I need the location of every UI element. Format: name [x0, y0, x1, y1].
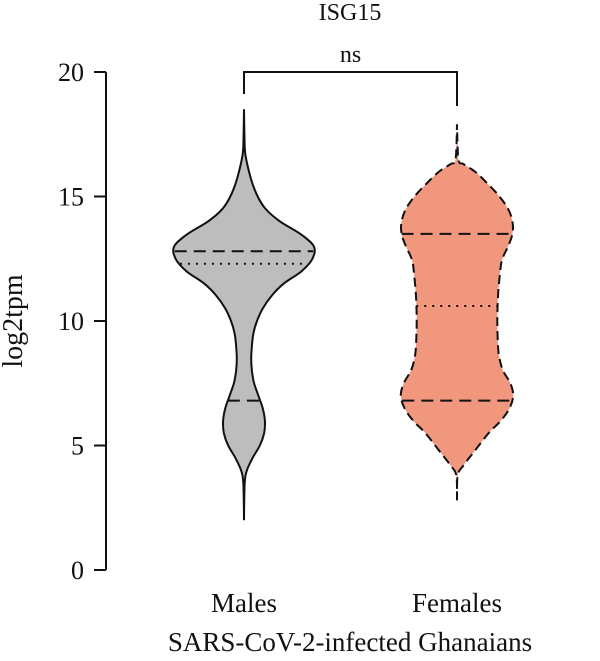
y-tick-label: 5 [71, 432, 84, 461]
x-axis-label: SARS-CoV-2-infected Ghanaians [168, 627, 532, 657]
significance-bracket-line [243, 71, 458, 106]
significance-label: ns [340, 42, 361, 68]
violin-females [399, 124, 515, 501]
violin-males [172, 109, 316, 521]
y-tick-label: 0 [71, 556, 84, 585]
y-axis-label: log2tpm [0, 274, 29, 368]
significance-bracket: ns [243, 42, 458, 106]
x-tick-label: Females [412, 588, 502, 618]
y-tick-label: 15 [58, 183, 84, 212]
y-tick-label: 20 [58, 58, 84, 87]
violins [172, 109, 515, 521]
y-tick-label: 10 [58, 307, 84, 336]
violin-body [172, 109, 316, 521]
y-axis-ticks: 0 5 10 15 20 [58, 58, 106, 585]
x-tick-label: Males [211, 588, 277, 618]
x-axis-labels: Males Females [211, 588, 502, 618]
chart-title: ISG15 [319, 0, 382, 26]
violin-body [399, 124, 515, 501]
